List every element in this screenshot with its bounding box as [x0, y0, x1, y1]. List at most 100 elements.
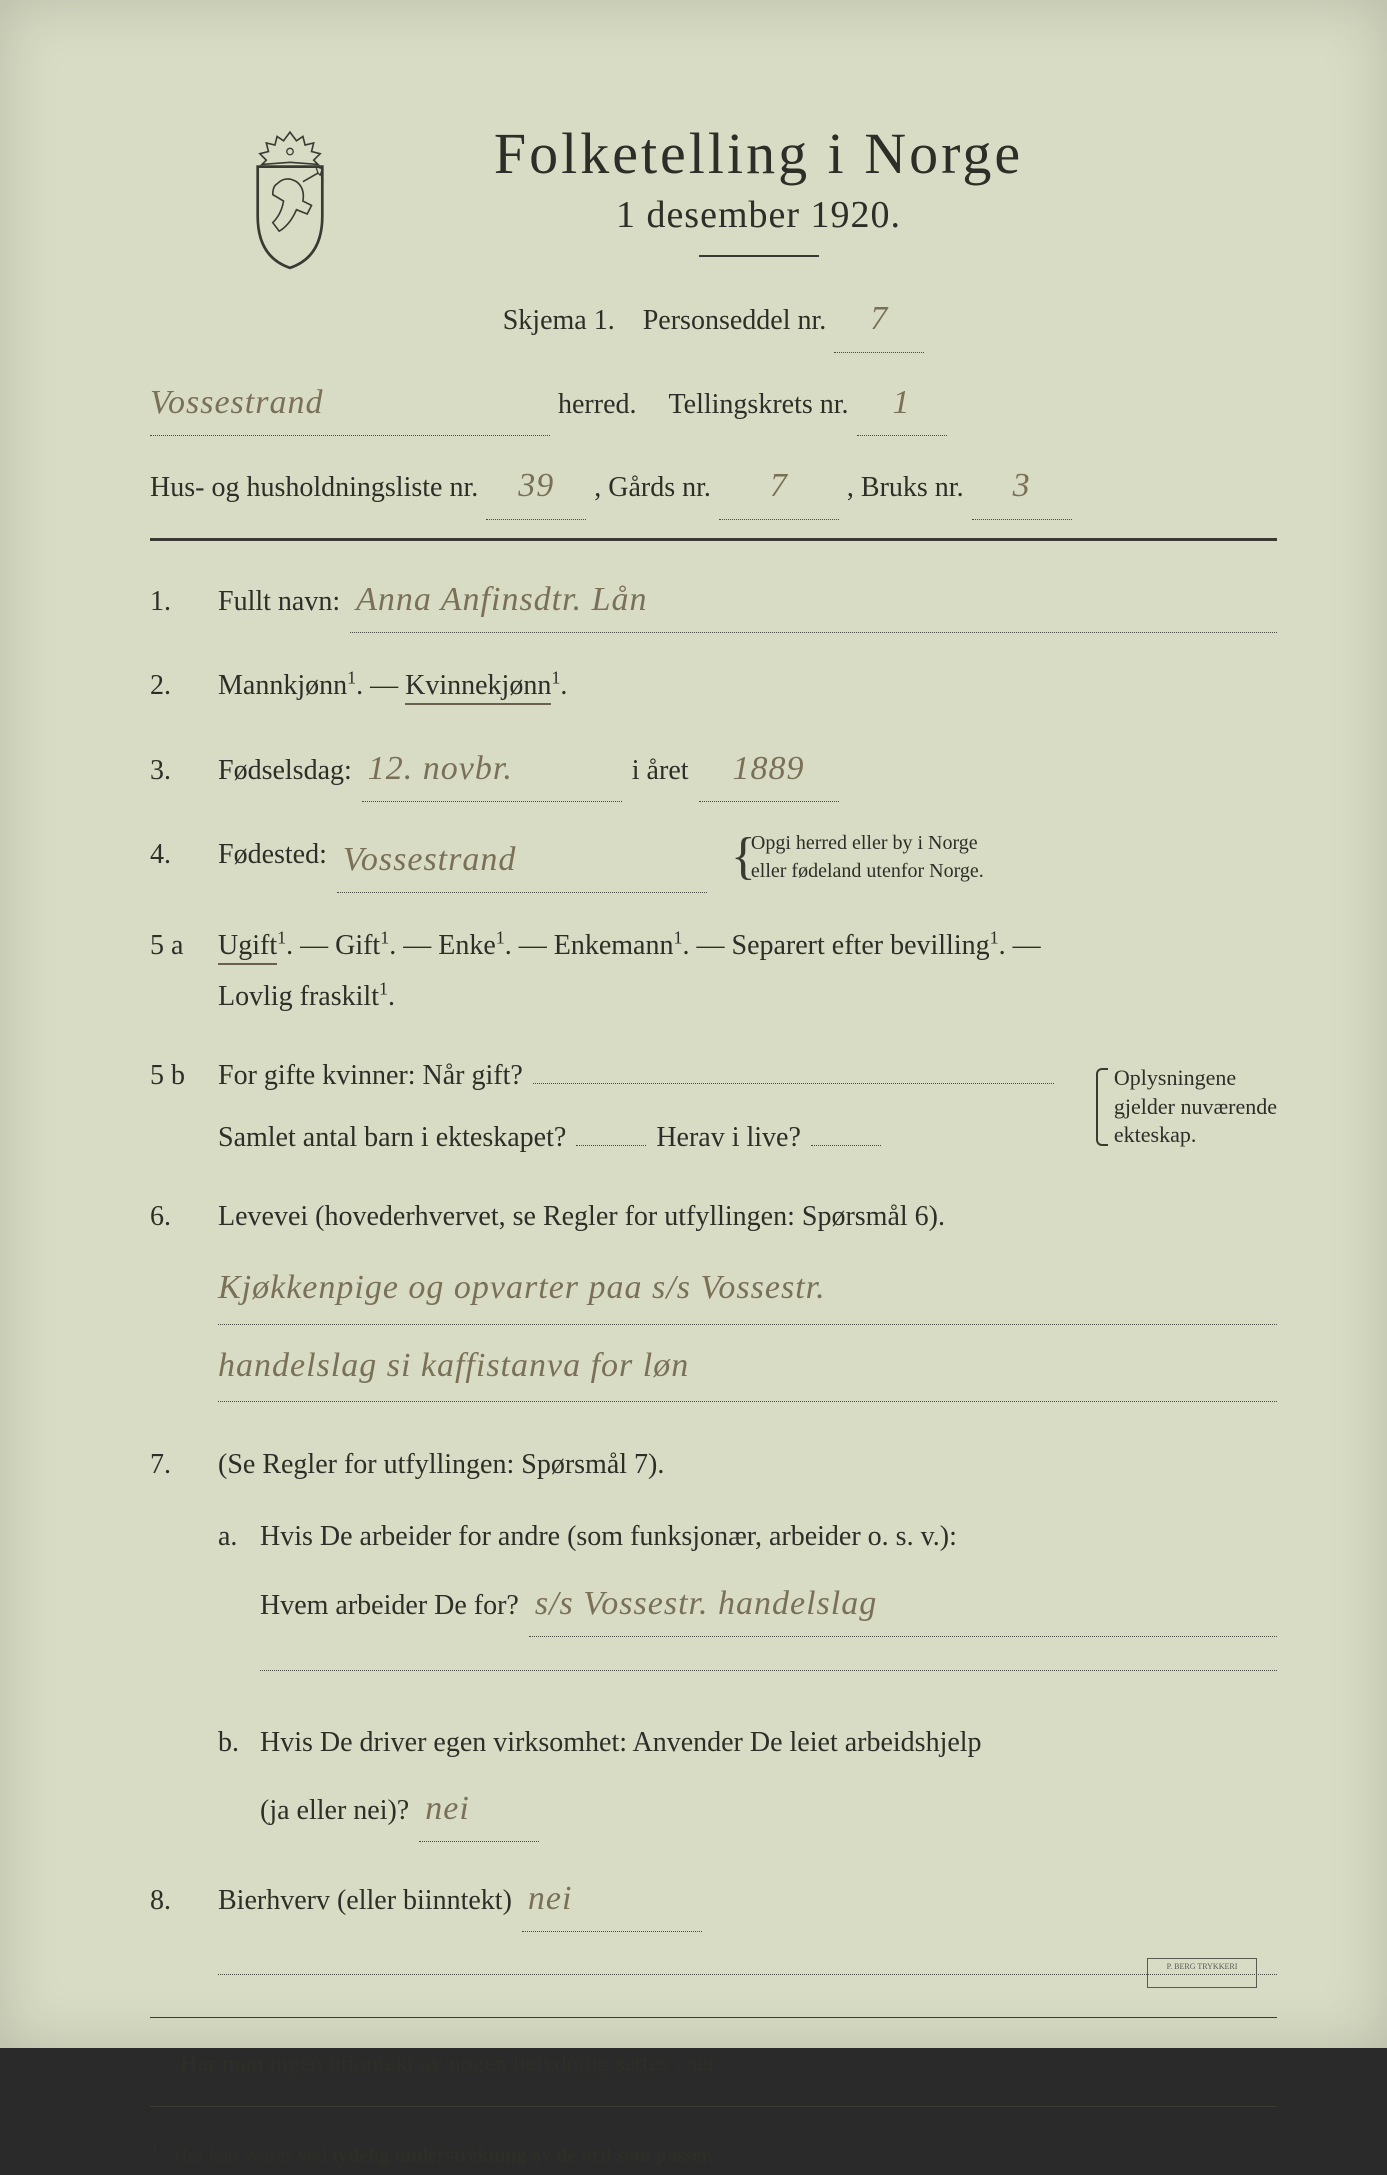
sup-3: 1	[277, 927, 286, 947]
question-4: 4. Fødested: Vossestrand Opgi herred ell…	[150, 828, 1277, 893]
footer-divider-2	[150, 2106, 1277, 2107]
herred-name: Vossestrand	[150, 371, 550, 437]
q5a-gift: Gift	[335, 930, 380, 961]
form-title: Folketelling i Norge	[240, 120, 1277, 187]
q5b-blank3	[811, 1145, 881, 1146]
q8-num: 8.	[150, 1874, 204, 1927]
q1-value: Anna Anfinsdtr. Lån	[350, 569, 1277, 633]
gards-nr: 7	[719, 454, 839, 520]
personseddel-label: Personseddel nr.	[643, 294, 827, 347]
q3-label: Fødselsdag:	[218, 745, 352, 797]
q5a-ugift: Ugift	[218, 930, 277, 965]
q5a-enke: Enke	[438, 930, 496, 961]
q3-year-label: i året	[632, 745, 689, 797]
sup-8: 1	[379, 979, 388, 999]
q4-num: 4.	[150, 828, 204, 881]
q5a-fraskilt: Lovlig fraskilt	[218, 981, 379, 1012]
q3-day: 12. novbr.	[362, 738, 622, 802]
coat-of-arms-icon	[235, 130, 345, 270]
q6-label: Levevei (hovederhvervet, se Regler for u…	[218, 1201, 945, 1232]
q5b-blank2	[576, 1145, 646, 1146]
question-1: 1. Fullt navn: Anna Anfinsdtr. Lån	[150, 569, 1277, 633]
q7a-label-l1: Hvis De arbeider for andre (som funksjon…	[260, 1511, 1277, 1563]
q7a-label-l2: Hvem arbeider De for?	[260, 1580, 519, 1632]
q1-label: Fullt navn:	[218, 576, 340, 628]
footnote-pre: Her kan svares ved	[174, 2145, 332, 2167]
biinntekt-note: Har man ingen biinntekt av nogen betydni…	[180, 2042, 1277, 2088]
q8-label: Bierhverv (eller biinntekt)	[218, 1875, 512, 1927]
footnote-num: 1	[150, 2138, 159, 2158]
footer-divider-1	[150, 2017, 1277, 2018]
gards-label: , Gårds nr.	[594, 461, 711, 514]
question-5a: 5 a Ugift1. — Gift1. — Enke1. — Enkemann…	[150, 919, 1277, 1024]
q5b-note-l2: gjelder nuværende	[1114, 1093, 1277, 1122]
q7a-value: s/s Vossestr. handelslag	[529, 1573, 1277, 1637]
form-body: Skjema 1. Personseddel nr. 7 Vossestrand…	[150, 287, 1277, 2175]
q5b-note-l3: ekteskap.	[1114, 1121, 1277, 1150]
q2-mann: Mannkjønn	[218, 670, 347, 701]
meta-row-2: Vossestrand herred. Tellingskrets nr. 1	[150, 371, 1277, 437]
q1-num: 1.	[150, 575, 204, 628]
q7a-extra-line	[260, 1670, 1277, 1671]
stamp-text: P. BERG TRYKKERI	[1167, 1962, 1238, 1971]
q7b-num: b.	[218, 1717, 246, 1843]
question-8: 8. Bierhverv (eller biinntekt) nei	[150, 1868, 1277, 1932]
question-5b: 5 b For gifte kvinner: Når gift? Samlet …	[150, 1049, 1277, 1164]
tellingskrets-nr: 1	[857, 371, 947, 437]
sup-5: 1	[496, 927, 505, 947]
q3-year: 1889	[699, 738, 839, 802]
q5a-num: 5 a	[150, 919, 204, 972]
census-form-page: Folketelling i Norge 1 desember 1920. Sk…	[0, 0, 1387, 2048]
q2-kvinne: Kvinnekjønn	[405, 670, 551, 705]
q3-num: 3.	[150, 744, 204, 797]
sup-7: 1	[990, 927, 999, 947]
footnote-bold: tydelig understrekning av de ord som pas…	[332, 2145, 714, 2167]
q5b-label2: Samlet antal barn i ekteskapet?	[218, 1112, 566, 1164]
skjema-label: Skjema 1.	[503, 294, 615, 347]
q7-label: (Se Regler for utfyllingen: Spørsmål 7).	[218, 1449, 664, 1480]
q5b-num: 5 b	[150, 1049, 204, 1102]
meta-divider	[150, 538, 1277, 541]
q8-value: nei	[522, 1868, 702, 1932]
footnote-row: 1 Her kan svares ved tydelig understrekn…	[150, 2131, 1277, 2175]
q6-value-l1: Kjøkkenpige og opvarter paa s/s Vossestr…	[218, 1257, 1277, 1325]
q7b: b. Hvis De driver egen virksomhet: Anven…	[218, 1717, 1277, 1843]
personseddel-nr: 7	[834, 287, 924, 353]
q6-value-l2: handelslag si kaffistanva for løn	[218, 1335, 1277, 1403]
q7a-num: a.	[218, 1511, 246, 1688]
meta-row-3: Hus- og husholdningsliste nr. 39 , Gårds…	[150, 454, 1277, 520]
q7b-label-l2: (ja eller nei)?	[260, 1785, 409, 1837]
bruks-nr: 3	[972, 454, 1072, 520]
title-block: Folketelling i Norge 1 desember 1920.	[240, 120, 1277, 257]
question-6: 6. Levevei (hovederhvervet, se Regler fo…	[150, 1190, 1277, 1413]
husliste-nr: 39	[486, 454, 586, 520]
printer-stamp: P. BERG TRYKKERI	[1147, 1958, 1257, 1988]
tellingskrets-label: Tellingskrets nr.	[669, 378, 849, 431]
q5a-separert: Separert efter bevilling	[732, 930, 990, 961]
form-subtitle: 1 desember 1920.	[240, 193, 1277, 237]
sup-4: 1	[380, 927, 389, 947]
meta-row-1: Skjema 1. Personseddel nr. 7	[150, 287, 1277, 353]
q5b-note-l1: Oplysningene	[1114, 1064, 1277, 1093]
bruks-label: , Bruks nr.	[847, 461, 964, 514]
sup-6: 1	[674, 927, 683, 947]
q4-value: Vossestrand	[337, 829, 707, 893]
q5b-label3: Herav i live?	[656, 1112, 801, 1164]
q4-label: Fødested:	[218, 829, 327, 881]
herred-label: herred.	[558, 378, 637, 431]
q5a-enkemann: Enkemann	[554, 930, 674, 961]
q4-note-l1: Opgi herred eller by i Norge	[751, 832, 978, 854]
husliste-label: Hus- og husholdningsliste nr.	[150, 461, 478, 514]
q5b-note: Oplysningene gjelder nuværende ekteskap.	[1096, 1064, 1277, 1150]
sup-2: 1	[551, 667, 560, 687]
question-7: 7. (Se Regler for utfyllingen: Spørsmål …	[150, 1438, 1277, 1842]
q5b-blank1	[533, 1083, 1054, 1084]
title-divider	[699, 255, 819, 257]
q4-note: Opgi herred eller by i Norge eller fødel…	[737, 829, 984, 885]
q7a: a. Hvis De arbeider for andre (som funks…	[218, 1511, 1277, 1688]
q6-num: 6.	[150, 1190, 204, 1243]
q4-note-l2: eller fødeland utenfor Norge.	[751, 860, 984, 882]
q2-num: 2.	[150, 659, 204, 712]
q7b-value: nei	[419, 1778, 539, 1842]
q8-extra-line	[218, 1974, 1277, 1975]
